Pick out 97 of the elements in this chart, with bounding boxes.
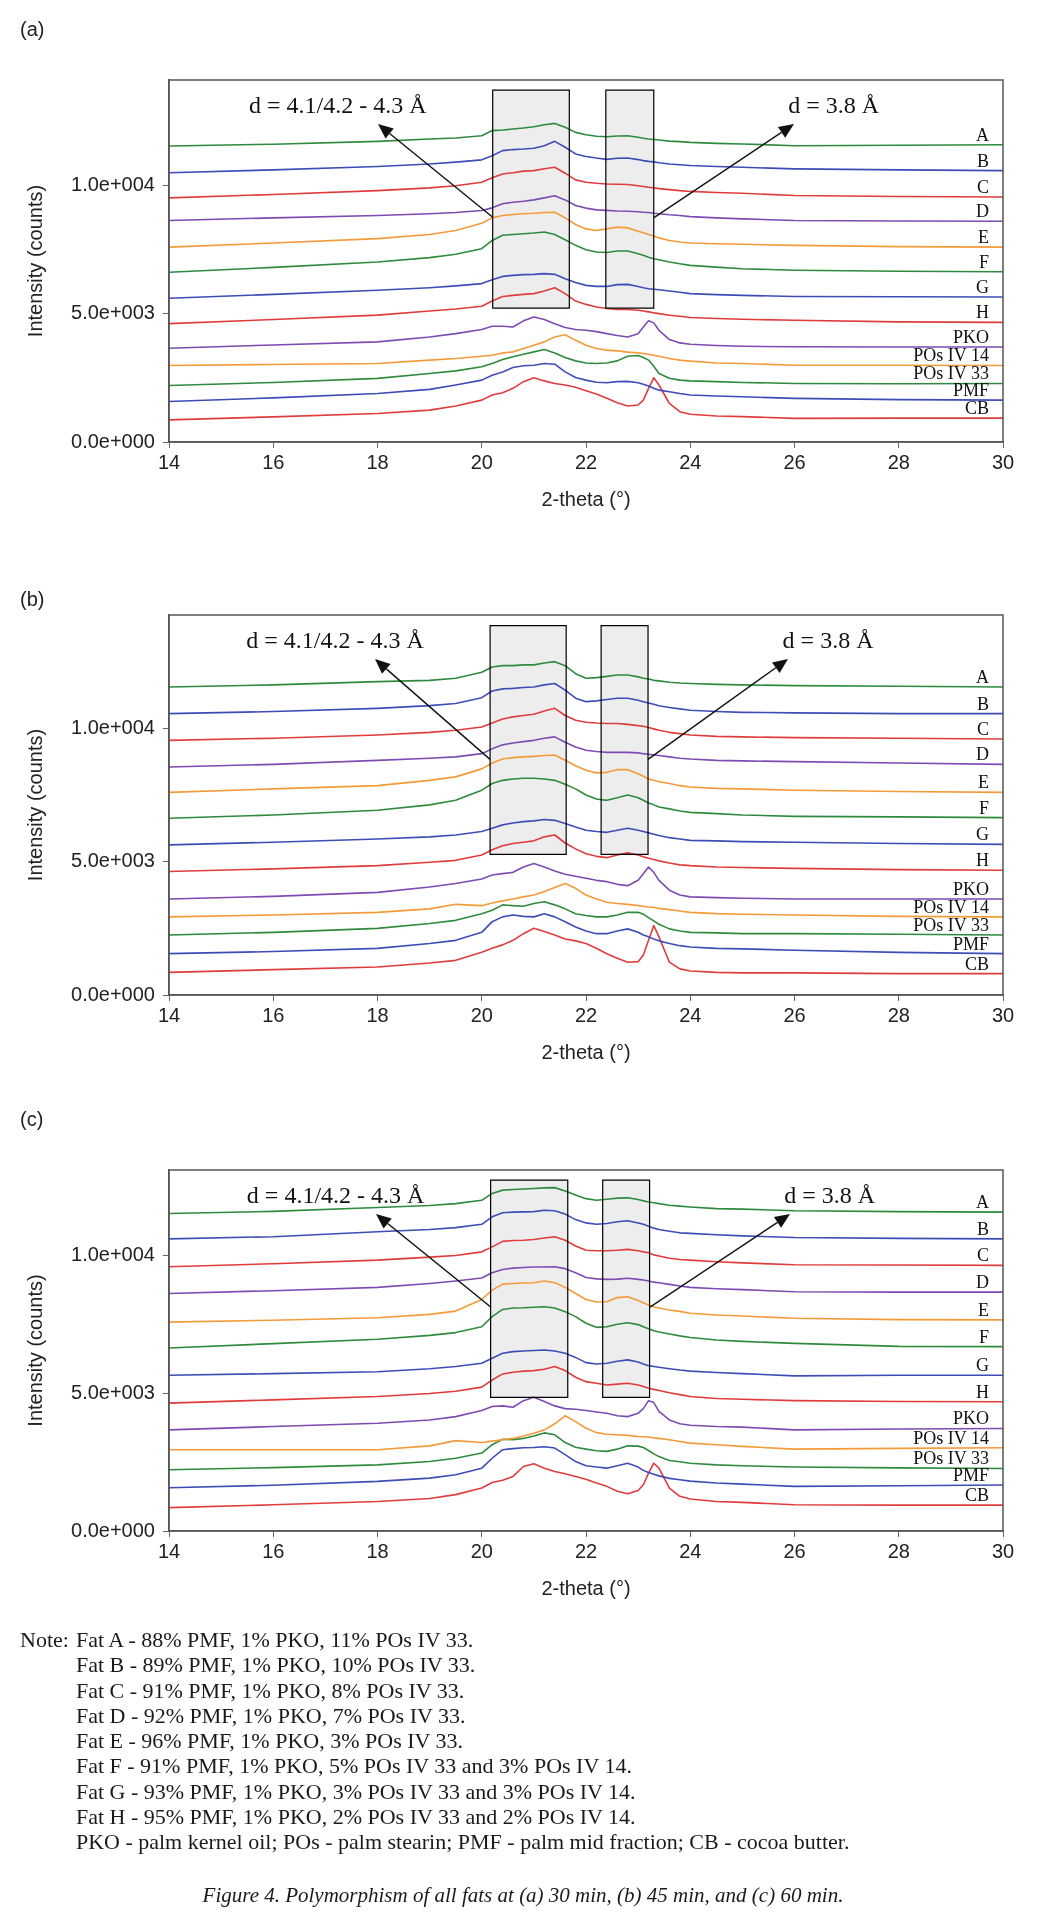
text: Fat H - 95% PMF, 1% PKO, 2% POs IV 33 and 2% POs IV 14. — [75, 1804, 637, 1830]
x-tick-label: 26 — [783, 450, 806, 473]
chart-title: (c) — [20, 1107, 44, 1130]
series-label: G — [976, 276, 989, 297]
series-label: F — [978, 797, 989, 818]
x-tick-label: 26 — [783, 1539, 806, 1562]
x-tick-label: 20 — [470, 1003, 493, 1026]
series-label: A — [976, 667, 989, 687]
series-label: A — [976, 1192, 989, 1213]
x-axis-title: 2-theta (°) — [541, 1576, 631, 1599]
series-label: G — [976, 1355, 989, 1376]
series-label: H — [976, 302, 989, 323]
x-tick-label: 24 — [679, 450, 702, 473]
band-label: d = 4.1/4.2 - 4.3 Å — [246, 1182, 426, 1208]
text: Fat A - 88% PMF, 1% PKO, 11% POs IV 33. — [75, 1627, 475, 1653]
text: Fat F - 91% PMF, 1% PKO, 5% POs IV 33 and 3% POs IV 14. — [75, 1753, 633, 1779]
series-label: E — [978, 772, 989, 793]
x-tick-label: 18 — [366, 1003, 389, 1026]
x-tick-label: 14 — [157, 1539, 181, 1562]
x-tick-label: 28 — [887, 1539, 910, 1562]
y-tick-label: 0.0e+000 — [71, 429, 155, 452]
x-tick-label: 24 — [679, 1003, 702, 1026]
x-tick-label: 16 — [262, 1003, 285, 1026]
series-label: C — [976, 177, 989, 198]
x-tick-label: 22 — [574, 1539, 598, 1562]
x-axis-title: 2-theta (°) — [541, 1040, 631, 1063]
y-tick-label: 5.0e+003 — [71, 301, 155, 324]
text: Fat E - 96% PMF, 1% PKO, 3% POs IV 33. — [75, 1728, 465, 1754]
series-label: POs IV 33 — [913, 915, 989, 935]
caption: Figure 4. Polymorphism of all fats at (a) 30 min, (b) 45 min, and (c) 60 min. — [201, 1881, 845, 1908]
band-label: d = 4.1/4.2 - 4.3 Å — [248, 92, 428, 118]
band-label: d = 4.1/4.2 - 4.3 Å — [246, 627, 425, 653]
y-tick-label: 1.0e+004 — [71, 1242, 155, 1265]
x-tick-label: 28 — [887, 1003, 910, 1026]
series-label: F — [978, 1326, 989, 1347]
chart-title: (a) — [20, 17, 45, 40]
series-label: F — [978, 251, 989, 272]
x-tick-label: 16 — [262, 450, 285, 473]
x-tick-label: 16 — [262, 1539, 285, 1562]
x-tick-label: 18 — [366, 450, 389, 473]
y-tick-label: 1.0e+004 — [71, 172, 155, 195]
text: Fat B - 89% PMF, 1% PKO, 10% POs IV 33. — [75, 1652, 477, 1678]
text: Fat C - 91% PMF, 1% PKO, 8% POs IV 33. — [75, 1677, 466, 1703]
series-label: E — [978, 227, 989, 248]
x-tick-label: 26 — [783, 1003, 806, 1026]
band-label: d = 3.8 Å — [782, 627, 875, 653]
series-label: PKO — [952, 327, 989, 348]
x-tick-label: 20 — [470, 450, 493, 473]
y-axis-title: Intensity (counts) — [23, 184, 46, 338]
series-label: PKO — [952, 1408, 989, 1429]
y-axis-title: Intensity (counts) — [23, 1274, 46, 1427]
band-label: d = 3.8 Å — [788, 92, 880, 118]
series-label: H — [976, 850, 989, 871]
y-tick-label: 5.0e+003 — [71, 849, 155, 872]
x-tick-label: 18 — [366, 1539, 389, 1562]
series-label: PKO — [952, 879, 989, 899]
series-label: C — [976, 1245, 989, 1266]
series-label: POs IV 14 — [913, 345, 989, 366]
x-tick-label: 30 — [991, 1539, 1015, 1562]
chart-title: (b) — [20, 587, 45, 610]
series-label: B — [976, 1218, 989, 1239]
x-tick-label: 22 — [574, 450, 598, 473]
series-label: CB — [964, 1485, 989, 1506]
text: Fat G - 93% PMF, 1% PKO, 3% POs IV 33 and 3% POs IV 14. — [75, 1778, 637, 1805]
band-label: d = 3.8 Å — [784, 1182, 876, 1208]
x-tick-label: 22 — [574, 1003, 598, 1026]
series-label: CB — [964, 398, 989, 419]
series-label: PMF — [952, 933, 989, 954]
x-tick-label: 20 — [470, 1539, 493, 1562]
y-tick-label: 0.0e+000 — [71, 1518, 155, 1541]
series-label: E — [978, 1299, 989, 1320]
series-label: B — [976, 150, 989, 171]
y-axis-title: Intensity (counts) — [23, 728, 46, 882]
x-tick-label: 28 — [887, 450, 910, 473]
text: Note: — [20, 1627, 69, 1653]
series-label: POs IV 14 — [913, 896, 989, 917]
series-label: B — [976, 693, 989, 714]
series-label: D — [976, 1272, 989, 1293]
series-label: C — [976, 719, 989, 739]
x-tick-label: 24 — [679, 1539, 702, 1562]
series-label: G — [976, 824, 989, 845]
y-tick-label: 1.0e+004 — [71, 715, 155, 738]
series-label: D — [976, 201, 989, 222]
series-label: CB — [964, 953, 989, 974]
x-tick-label: 30 — [991, 1003, 1015, 1026]
y-tick-label: 5.0e+003 — [71, 1380, 155, 1403]
x-tick-label: 14 — [157, 450, 181, 473]
x-tick-label: 30 — [991, 450, 1015, 473]
series-label: A — [976, 124, 989, 145]
series-label: H — [976, 1381, 989, 1402]
series-label: POs IV 14 — [913, 1427, 989, 1448]
x-tick-label: 14 — [157, 1003, 181, 1026]
series-label: D — [976, 744, 989, 765]
text: PKO - palm kernel oil; POs - palm stearin; PMF - palm mid fraction; CB - cocoa butter. — [75, 1829, 850, 1855]
text: Fat D - 92% PMF, 1% PKO, 7% POs IV 33. — [75, 1702, 467, 1729]
y-tick-label: 0.0e+000 — [71, 982, 155, 1005]
x-axis-title: 2-theta (°) — [541, 487, 631, 510]
